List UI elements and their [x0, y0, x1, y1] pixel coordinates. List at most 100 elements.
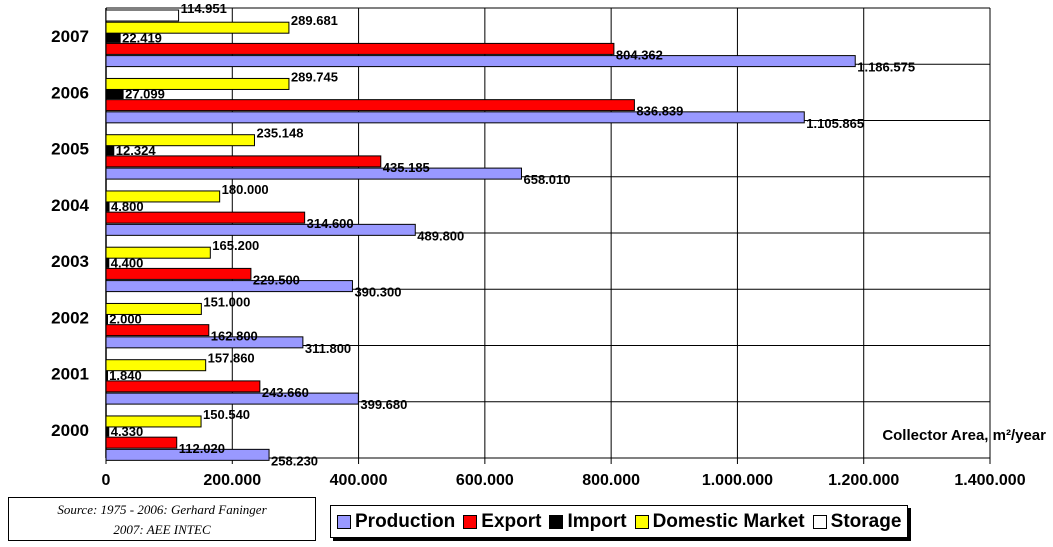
bar-import	[105, 32, 121, 43]
x-tick-label: 0	[102, 472, 111, 489]
data-label-domestic-market: 151.000	[203, 294, 250, 309]
data-label-domestic-market: 289.745	[291, 69, 338, 84]
data-label-import: 22.419	[122, 30, 162, 45]
bar-import	[105, 145, 115, 156]
bar-domestic-market	[105, 246, 211, 259]
category-labels: 2000 2001 2002 2003 2004 2005 2006 2007	[51, 27, 89, 440]
data-label-domestic-market: 157.860	[208, 351, 255, 366]
data-label-import: 4.330	[111, 424, 144, 439]
data-label-production: 1.186.575	[857, 60, 915, 75]
legend-item-export: Export	[463, 511, 541, 533]
category-label: 2003	[51, 252, 89, 271]
data-label-export: 836.839	[636, 104, 683, 119]
data-label-production: 258.230	[271, 453, 318, 468]
x-tick-label: 800.000	[582, 472, 640, 489]
bar-production	[105, 336, 304, 349]
data-label-export: 314.600	[307, 216, 354, 231]
legend-label: Storage	[830, 510, 902, 532]
bar-production	[105, 55, 856, 68]
bar-production	[105, 167, 522, 180]
legend-swatch	[634, 514, 649, 529]
data-label-import: 4.400	[111, 255, 144, 270]
category-label: 2002	[51, 308, 89, 327]
bar-domestic-market	[105, 77, 290, 90]
data-label-import: 4.800	[111, 199, 144, 214]
legend-swatch	[812, 514, 827, 529]
data-label-production: 658.010	[523, 172, 570, 187]
category-label: 2000	[51, 421, 89, 440]
bars	[105, 9, 856, 461]
category-label: 2007	[51, 27, 89, 46]
bar-import	[105, 426, 110, 437]
legend-label: Production	[355, 510, 456, 532]
data-labels: 150.540 4.330 112.020 258.230 157.860 1.840 24…	[109, 1, 915, 468]
data-label-export: 804.362	[616, 47, 663, 62]
bar-import	[105, 89, 124, 100]
data-label-import: 12.324	[116, 143, 157, 158]
data-label-production: 390.300	[354, 285, 401, 300]
x-tick-label: 1.000.000	[702, 472, 773, 489]
data-label-domestic-market: 289.681	[291, 13, 338, 28]
data-label-import: 27.099	[125, 87, 165, 102]
legend-label: Export	[481, 510, 542, 532]
data-label-domestic-market: 180.000	[222, 182, 269, 197]
data-label-export: 229.500	[253, 272, 300, 287]
legend-item-storage: Storage	[812, 510, 902, 533]
x-tick-label: 200.000	[203, 472, 261, 489]
data-label-export: 162.800	[211, 329, 258, 344]
bar-export	[105, 211, 306, 224]
x-tick-label: 1.400.000	[954, 472, 1025, 489]
legend-item-production: Production	[337, 511, 455, 533]
bar-chart: 2000 2001 2002 2003 2004 2005 2006 2007 0 200.00…	[51, 1, 1046, 489]
bar-export	[105, 324, 210, 337]
legend-swatch	[549, 514, 564, 529]
data-label-production: 399.680	[360, 397, 407, 412]
data-label-domestic-market: 150.540	[203, 407, 250, 422]
legend-swatch	[337, 514, 351, 529]
legend-swatch	[463, 514, 478, 529]
bar-export	[105, 267, 252, 280]
data-label-storage: 114.951	[181, 1, 227, 16]
source-note: Source: 1975 - 2006: Gerhard Faninger 20…	[8, 497, 316, 541]
legend-item-domestic-market: Domestic Market	[634, 510, 805, 533]
x-axis-title: Collector Area, m²/year	[882, 427, 1046, 444]
bar-import	[105, 257, 110, 268]
bar-domestic-market	[105, 302, 202, 315]
source-line-1: Source: 1975 - 2006: Gerhard Faninger	[57, 502, 267, 517]
x-tick-labels: 0 200.000 400.000 600.000 800.000 1.000.000 1.…	[102, 472, 1026, 489]
bar-import	[105, 314, 108, 325]
legend: Production Export Import Domestic Market Sto…	[330, 505, 909, 538]
x-tick-label: 400.000	[330, 472, 388, 489]
bar-export	[105, 155, 382, 168]
bar-domestic-market	[105, 134, 255, 147]
data-label-domestic-market: 235.148	[256, 126, 303, 141]
bar-domestic-market	[105, 359, 207, 372]
data-label-production: 489.800	[417, 228, 464, 243]
bar-domestic-market	[105, 190, 221, 203]
category-label: 2006	[51, 83, 89, 102]
source-line-2: 2007: AEE INTEC	[113, 522, 211, 537]
data-label-export: 435.185	[383, 160, 430, 175]
bar-storage	[105, 9, 180, 22]
data-label-domestic-market: 165.200	[212, 238, 259, 253]
legend-label: Domestic Market	[652, 510, 805, 532]
data-label-import: 1.840	[109, 368, 142, 383]
bar-domestic-market	[105, 21, 290, 34]
data-label-production: 311.800	[305, 341, 351, 356]
bar-export	[105, 99, 635, 112]
category-label: 2001	[51, 365, 89, 384]
bar-export	[105, 436, 178, 449]
legend-item-import: Import	[549, 510, 627, 533]
bar-export	[105, 42, 615, 55]
bar-production	[105, 448, 270, 461]
data-label-export: 243.660	[262, 385, 309, 400]
bar-domestic-market	[105, 415, 202, 428]
bar-production	[105, 111, 805, 124]
bar-import	[105, 201, 110, 212]
data-label-import: 2.000	[109, 312, 142, 327]
bar-production	[105, 280, 353, 293]
legend-label: Import	[567, 510, 627, 532]
x-tick-label: 600.000	[456, 472, 514, 489]
bar-import	[105, 370, 108, 381]
category-label: 2004	[51, 196, 89, 215]
